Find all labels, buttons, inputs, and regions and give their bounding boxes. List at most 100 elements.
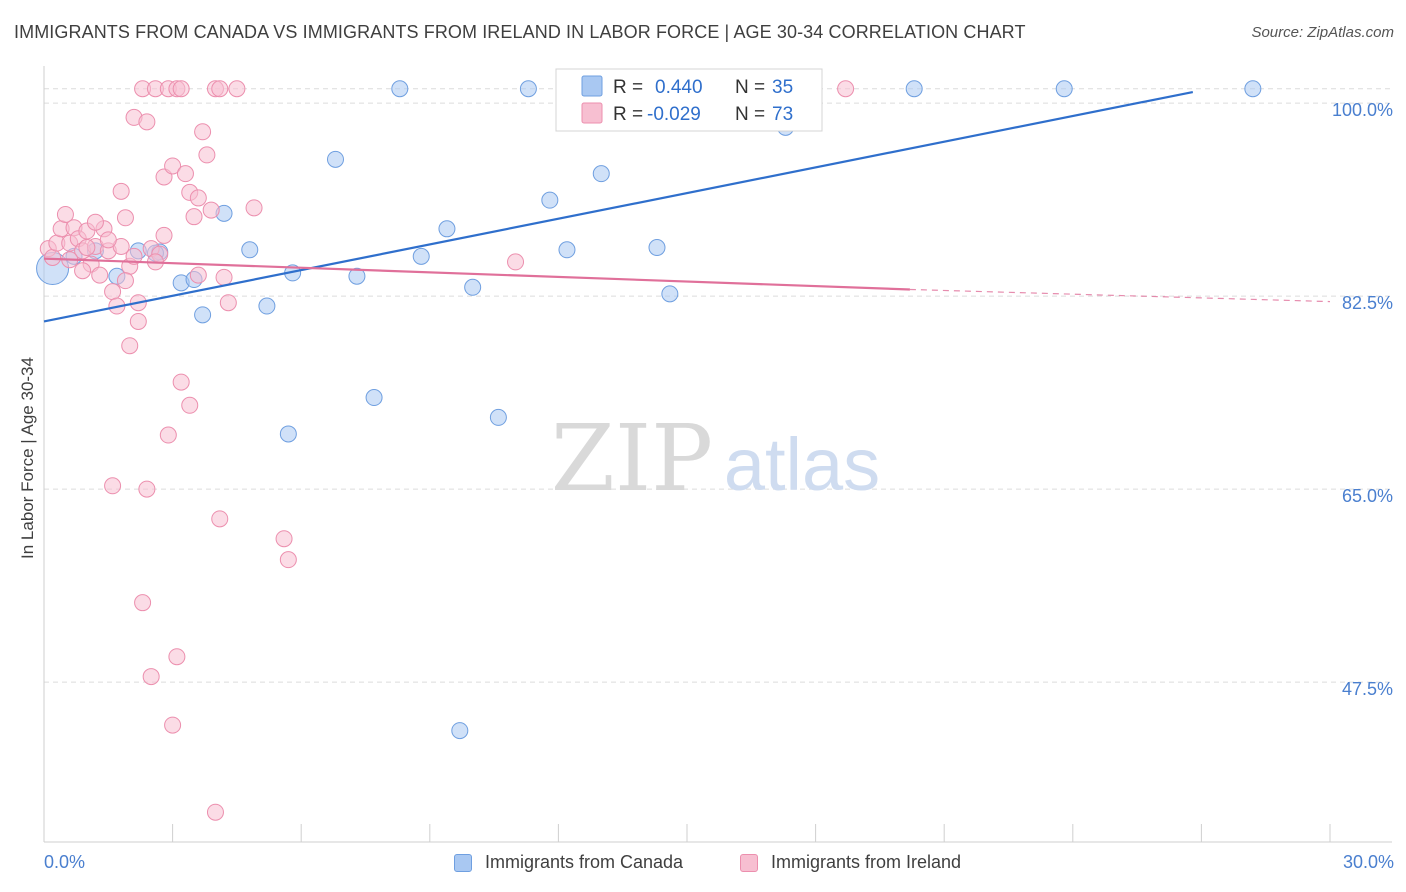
y-tick-label: 82.5%	[1342, 293, 1393, 313]
stats-swatch-ireland	[581, 102, 603, 124]
y-tick-label: 100.0%	[1332, 100, 1393, 120]
data-point-ireland	[245, 199, 263, 217]
data-point-canada	[519, 80, 537, 98]
data-point-canada	[1244, 80, 1262, 98]
data-point-canada	[451, 722, 469, 740]
data-point-ireland	[104, 477, 122, 495]
data-point-ireland	[134, 594, 152, 612]
stats-r-label-ireland: R =	[613, 104, 643, 125]
stats-n-value-canada: 35	[772, 77, 793, 98]
data-point-ireland	[211, 510, 229, 528]
x-tick-label-min: 0.0%	[44, 852, 86, 872]
data-point-canada	[258, 297, 276, 315]
data-point-canada	[464, 278, 482, 296]
data-point-ireland	[181, 396, 199, 414]
data-point-canada	[1055, 80, 1073, 98]
x-tick-label-max: 30.0%	[1342, 852, 1394, 872]
legend-label-canada: Immigrants from Canada	[485, 852, 684, 872]
data-point-canada	[541, 191, 559, 209]
data-point-ireland	[138, 480, 156, 498]
data-point-canada	[326, 150, 344, 168]
data-point-canada	[194, 306, 212, 324]
data-point-ireland	[44, 248, 62, 266]
data-point-canada	[558, 241, 576, 259]
trend-layer	[43, 90, 1331, 323]
data-point-canada	[438, 220, 456, 238]
y-axis-label: In Labor Force | Age 30-34	[18, 357, 37, 559]
stats-n-label-ireland: N =	[735, 104, 765, 125]
legend-swatch-canada	[454, 853, 472, 872]
data-point-ireland	[228, 80, 246, 98]
data-point-canada	[592, 165, 610, 183]
chart-source: Source: ZipAtlas.com	[1251, 24, 1394, 41]
data-point-ireland	[116, 209, 134, 227]
y-tick-label: 65.0%	[1342, 486, 1393, 506]
data-point-ireland	[168, 648, 186, 666]
watermark-atlas: atlas	[724, 423, 880, 506]
data-point-ireland	[104, 283, 122, 301]
data-point-ireland	[189, 189, 207, 207]
data-point-ireland	[116, 272, 134, 290]
data-point-ireland	[129, 312, 147, 330]
data-point-canada	[241, 241, 259, 259]
trend-line-ireland-extension	[909, 288, 1331, 303]
data-point-canada	[365, 389, 383, 407]
data-point-ireland	[142, 668, 160, 686]
data-point-ireland	[159, 426, 177, 444]
data-point-ireland	[112, 182, 130, 200]
data-point-ireland	[99, 231, 117, 249]
stats-r-value-ireland: -0.029	[647, 104, 701, 125]
bottom-legend: Immigrants from Canada Immigrants from I…	[0, 852, 1406, 878]
stats-n-value-ireland: 73	[772, 104, 793, 125]
data-point-ireland	[176, 165, 194, 183]
stats-n-label-canada: N =	[735, 77, 765, 98]
data-point-ireland	[202, 201, 220, 219]
data-point-canada	[648, 239, 666, 257]
axis-layer	[43, 66, 1392, 843]
data-point-ireland	[172, 80, 190, 98]
watermark-zip: ZIP	[551, 405, 713, 512]
data-point-ireland	[164, 157, 182, 175]
trend-line-ireland	[43, 257, 910, 291]
data-point-ireland	[125, 247, 143, 265]
data-point-ireland	[507, 253, 525, 271]
stats-legend: R = 0.440 N = 35 R = -0.029 N = 73	[555, 68, 823, 132]
trend-line-canada	[43, 90, 1194, 323]
data-point-ireland	[185, 208, 203, 226]
data-point-ireland	[206, 803, 224, 821]
data-point-canada	[279, 425, 297, 443]
data-point-ireland	[164, 716, 182, 734]
stats-r-value-canada: 0.440	[655, 77, 703, 98]
data-point-ireland	[74, 262, 92, 280]
watermark: ZIP atlas	[551, 405, 880, 512]
data-point-canada	[905, 80, 923, 98]
points-layer	[36, 80, 1262, 821]
data-point-ireland	[198, 146, 216, 164]
legend-swatch-ireland	[740, 853, 758, 872]
data-point-ireland	[219, 294, 237, 312]
data-point-ireland	[91, 266, 109, 284]
stats-swatch-canada	[581, 75, 603, 97]
data-point-canada	[489, 408, 507, 426]
data-point-ireland	[86, 213, 104, 231]
data-point-ireland	[211, 80, 229, 98]
data-point-canada	[348, 267, 366, 285]
data-point-ireland	[837, 80, 855, 98]
data-point-ireland	[56, 205, 74, 223]
data-point-ireland	[172, 373, 190, 391]
data-point-canada	[391, 80, 409, 98]
stats-r-label-canada: R =	[613, 77, 643, 98]
grid-layer	[44, 88, 1392, 683]
chart-title: IMMIGRANTS FROM CANADA VS IMMIGRANTS FRO…	[14, 22, 1026, 42]
data-point-ireland	[215, 268, 233, 286]
legend-item-canada: Immigrants from Canada	[454, 852, 683, 873]
legend-item-ireland: Immigrants from Ireland	[740, 852, 961, 873]
data-point-ireland	[78, 239, 96, 257]
legend-label-ireland: Immigrants from Ireland	[771, 852, 962, 872]
y-tick-labels: 47.5% 65.0% 82.5% 100.0%	[1332, 100, 1393, 699]
data-point-canada	[412, 247, 430, 265]
data-point-ireland	[189, 266, 207, 284]
data-point-ireland	[275, 530, 293, 548]
data-point-ireland	[138, 113, 156, 131]
